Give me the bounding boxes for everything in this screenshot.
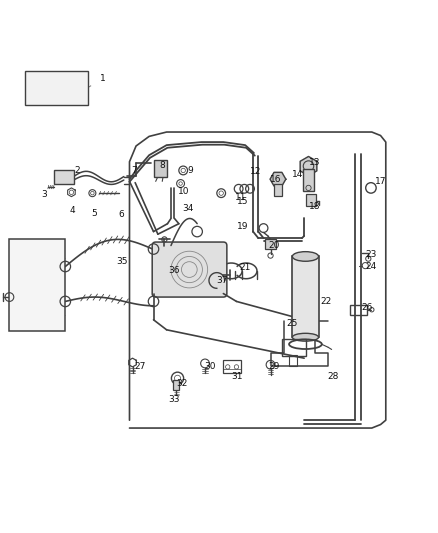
Bar — [289, 355, 297, 366]
Polygon shape — [300, 157, 317, 176]
Text: 36: 36 — [169, 266, 180, 276]
Text: 14: 14 — [292, 171, 303, 179]
Text: 5: 5 — [92, 209, 97, 218]
Bar — [10, 239, 65, 331]
Text: 23: 23 — [365, 250, 377, 259]
Bar — [54, 169, 74, 183]
Bar — [274, 183, 283, 196]
Text: 25: 25 — [286, 319, 298, 328]
Text: 37: 37 — [217, 276, 228, 285]
Ellipse shape — [292, 333, 318, 341]
Text: 4: 4 — [70, 206, 75, 215]
Bar — [283, 338, 306, 356]
Text: 32: 32 — [176, 379, 187, 388]
Text: 20: 20 — [268, 241, 279, 250]
Text: 13: 13 — [309, 158, 321, 167]
Text: 10: 10 — [178, 187, 190, 196]
Text: 12: 12 — [251, 167, 262, 176]
Text: 7: 7 — [131, 166, 137, 175]
Bar — [265, 239, 276, 249]
Text: 35: 35 — [117, 257, 128, 266]
Text: 9: 9 — [188, 166, 194, 175]
Text: 6: 6 — [118, 211, 124, 220]
Text: 3: 3 — [42, 190, 47, 199]
Text: 27: 27 — [135, 361, 146, 370]
Ellipse shape — [292, 252, 318, 261]
Text: 21: 21 — [240, 263, 251, 272]
FancyBboxPatch shape — [152, 242, 227, 297]
Text: 17: 17 — [375, 177, 386, 186]
Text: 29: 29 — [268, 362, 279, 372]
Text: 34: 34 — [182, 204, 193, 213]
Text: 30: 30 — [205, 362, 216, 372]
Bar — [173, 380, 179, 391]
Text: 19: 19 — [237, 222, 249, 231]
Bar — [25, 71, 88, 105]
Text: 16: 16 — [270, 175, 282, 184]
Text: 31: 31 — [232, 372, 243, 381]
Text: 28: 28 — [328, 372, 339, 381]
Text: 8: 8 — [159, 161, 165, 169]
Text: 11: 11 — [235, 193, 247, 202]
Text: 2: 2 — [74, 166, 80, 175]
Polygon shape — [270, 172, 286, 186]
Text: 1: 1 — [100, 74, 106, 83]
Bar — [306, 194, 316, 206]
Bar — [350, 305, 367, 314]
Bar — [292, 256, 318, 337]
Text: 15: 15 — [237, 197, 249, 206]
Text: 22: 22 — [320, 297, 332, 306]
Bar — [154, 160, 167, 176]
Text: 24: 24 — [365, 262, 377, 271]
Text: 18: 18 — [309, 202, 321, 211]
Bar — [303, 169, 314, 191]
Bar — [223, 360, 241, 374]
Text: 33: 33 — [169, 395, 180, 403]
Text: 26: 26 — [361, 303, 372, 312]
